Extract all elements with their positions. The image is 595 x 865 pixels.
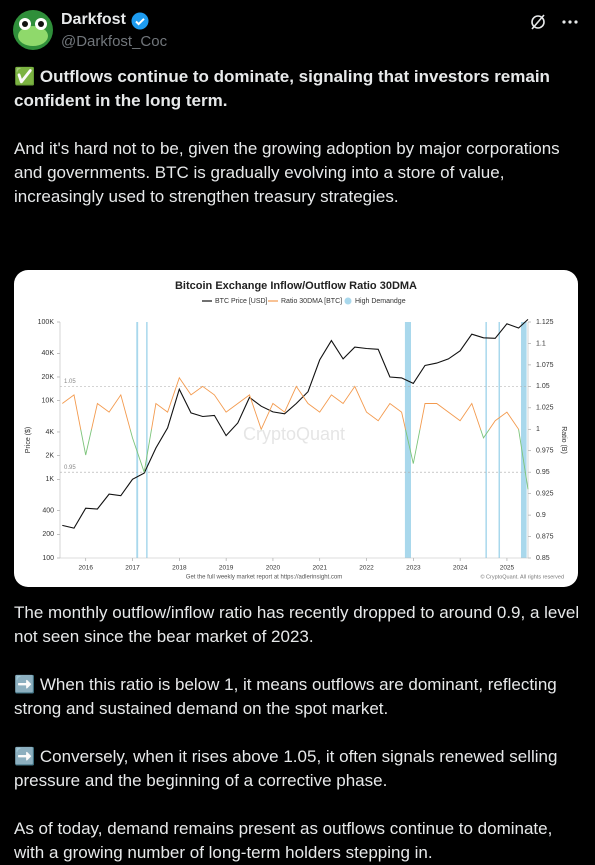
author-handle[interactable]: @Darkfost_Coc [61,33,168,50]
y2-axis-label: Ratio (B) [560,426,567,454]
y2-tick-label: 0.925 [536,490,554,497]
y-axis-label: Price ($) [25,427,32,453]
x-tick-label: 2019 [219,565,234,572]
y-tick-label: 200 [42,531,54,538]
paragraph: And it's hard not to be, given the growi… [14,139,560,206]
y2-tick-label: 1 [536,426,540,433]
y-tick-label: 20K [42,374,55,381]
y-tick-label: 100K [38,319,55,326]
y-tick-label: 100 [42,555,54,562]
x-tick-label: 2022 [359,565,374,572]
y2-tick-label: 0.975 [536,448,554,455]
y-tick-label: 10K [42,398,55,405]
x-tick-label: 2020 [266,565,281,572]
y-tick-label: 2K [45,452,54,459]
y2-tick-label: 1.05 [536,383,550,390]
ratio-line [62,376,529,490]
x-tick-label: 2017 [125,565,140,572]
y2-tick-label: 0.95 [536,469,550,476]
price-line [62,318,529,529]
x-tick-label: 2018 [172,565,187,572]
legend-label: Ratio 30DMA [BTC] [281,298,342,305]
paragraph: ➡️ Conversely, when it rises above 1.05,… [14,747,558,790]
verified-badge [131,12,149,30]
high-demand-band [485,322,487,558]
high-demand-band [520,322,527,558]
y-tick-label: 1K [45,476,54,483]
paragraph: As of today, demand remains present as o… [14,819,553,862]
y2-tick-label: 1.125 [536,319,554,326]
y2-tick-label: 0.9 [536,512,546,519]
card-bg [14,270,578,587]
high-demand-band [146,322,148,558]
x-tick-label: 2024 [453,565,468,572]
y2-tick-label: 1.025 [536,405,554,412]
legend-label: BTC Price [USD] [215,298,268,305]
headline: ✅ Outflows continue to dominate, signali… [14,67,550,110]
y2-tick-label: 0.875 [536,533,554,540]
x-tick-label: 2023 [406,565,421,572]
chart-title: Bitcoin Exchange Inflow/Outflow Ratio 30… [175,280,417,292]
chart-image[interactable]: Bitcoin Exchange Inflow/Outflow Ratio 30… [14,270,578,587]
x-tick-label: 2021 [313,565,328,572]
y2-tick-label: 1.075 [536,362,554,369]
y-tick-label: 4K [45,429,54,436]
paragraph: The monthly outflow/inflow ratio has rec… [14,603,580,646]
reference-label: 0.95 [64,465,76,471]
x-tick-label: 2025 [500,565,515,572]
high-demand-band [136,322,139,558]
watermark: CryptoQuant [243,424,345,444]
y2-tick-label: 0.85 [536,555,550,562]
footer-note: Get the full weekly market report at htt… [186,575,342,581]
y-tick-label: 40K [42,350,55,357]
y2-tick-label: 1.1 [536,340,546,347]
paragraph: ➡️ When this ratio is below 1, it means … [14,675,557,718]
avatar[interactable] [13,10,53,50]
high-demand-band [498,322,501,558]
y-tick-label: 400 [42,507,54,514]
tweet-actions[interactable] [528,12,588,32]
copyright: © CryptoQuant. All rights reserved [480,573,564,580]
author-name[interactable]: Darkfost [61,11,126,28]
legend-swatch [344,297,352,305]
reference-label: 1.05 [64,379,76,385]
x-tick-label: 2016 [79,565,94,572]
legend-label: High Demandge [355,298,406,305]
